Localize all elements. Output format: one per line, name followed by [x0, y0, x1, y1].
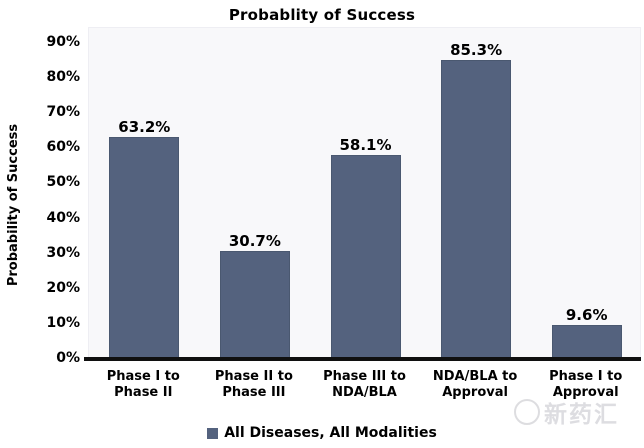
y-tick-label: 40% [46, 209, 80, 226]
bar [551, 325, 622, 359]
y-axis-title: Probability of Success [6, 123, 21, 287]
y-tick-label: 30% [46, 244, 80, 261]
x-category-label: Phase II to Phase III [214, 369, 293, 400]
plot-area: 63.2% 30.7% 58.1% 85.3% 9.6% [88, 27, 641, 359]
y-tick-label: 60% [46, 139, 80, 156]
x-category-label: Phase I to Phase II [106, 369, 180, 400]
legend-label: All Diseases, All Modalities [224, 425, 437, 441]
x-axis-line [84, 357, 641, 361]
x-category-label: Phase III to NDA/BLA [323, 369, 406, 400]
y-tick-label: 80% [46, 69, 80, 86]
bar-value-label: 85.3% [450, 40, 503, 59]
chart-title: Probablity of Success [228, 6, 416, 24]
legend: All Diseases, All Modalities [0, 424, 644, 442]
y-tick-label: 70% [46, 104, 80, 121]
bar [109, 137, 180, 359]
y-tick-label: 20% [46, 279, 80, 296]
bar-value-label: 63.2% [118, 118, 171, 137]
y-tick-label: 50% [46, 174, 80, 191]
y-tick-label: 0% [56, 350, 80, 366]
legend-swatch-icon [207, 427, 219, 439]
bar-value-label: 58.1% [339, 136, 392, 154]
bar-value-label: 30.7% [228, 232, 281, 251]
x-category-label: Phase I to Approval [549, 369, 623, 400]
bar [219, 251, 290, 359]
bar [330, 155, 401, 359]
x-category-label: NDA/BLA to Approval [432, 369, 518, 400]
bar [441, 59, 512, 359]
y-tick-label: 90% [46, 34, 80, 50]
y-tick-label: 10% [46, 314, 80, 331]
bar-value-label: 9.6% [565, 306, 608, 325]
smiley-circle-icon [514, 399, 540, 425]
